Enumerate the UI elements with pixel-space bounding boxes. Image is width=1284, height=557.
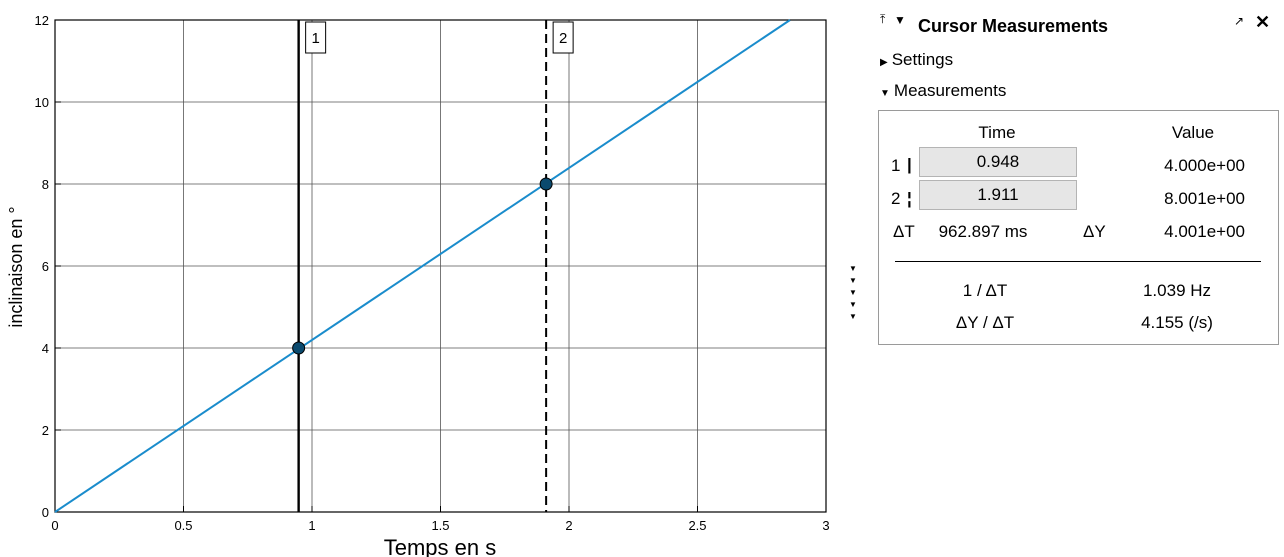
settings-label: Settings xyxy=(891,50,954,69)
undock-icon[interactable]: ↗ xyxy=(1234,14,1245,28)
x-axis-label: Temps en s xyxy=(384,535,497,557)
measurements-box: Time Value 1 | 0.948 4.000e+00 2 ¦ 1.911… xyxy=(878,110,1279,345)
cursor-2-time-field[interactable]: 1.911 xyxy=(919,180,1077,210)
inverse-delta-t-label: 1 / ΔT xyxy=(962,281,1008,300)
cursor-1-marker xyxy=(292,341,306,355)
delta-t-value: 962.897 ms xyxy=(938,222,1028,241)
y-tick-label: 6 xyxy=(42,259,49,274)
y-tick-label: 4 xyxy=(42,341,49,356)
measurements-section-toggle[interactable]: ▼ Measurements xyxy=(880,81,1006,101)
y-tick-label: 12 xyxy=(35,13,49,28)
x-tick-label: 1.5 xyxy=(431,518,449,533)
series-line xyxy=(54,19,791,513)
cursor-2-label: 2 xyxy=(559,30,567,47)
cursor-measurements-panel: ⤒ ▼ Cursor Measurements ↗ ✕ ▶ Settings ▼ M… xyxy=(874,4,1284,354)
delta-y-value: 4.001e+00 xyxy=(1164,222,1245,241)
settings-section-toggle[interactable]: ▶ Settings xyxy=(880,50,953,70)
value-column-header: Value xyxy=(1171,123,1215,142)
time-column-header: Time xyxy=(978,123,1016,142)
x-tick-label: 3 xyxy=(822,518,829,533)
measurements-label: Measurements xyxy=(893,81,1007,100)
dock-arrows-icon[interactable]: ▼ ▼ ▼ ▼ ▼ xyxy=(849,264,857,321)
separator xyxy=(895,261,1261,262)
inverse-delta-t-value: 1.039 Hz xyxy=(1142,281,1212,300)
y-tick-label: 0 xyxy=(42,505,49,520)
x-tick-label: 2 xyxy=(565,518,572,533)
cursor-1-time-field[interactable]: 0.948 xyxy=(919,147,1077,177)
cursor-1-solid-line-icon: | xyxy=(907,155,912,174)
cursor-1-label-box xyxy=(305,21,327,54)
collapse-icon[interactable]: ▼ xyxy=(894,13,906,27)
cursor-2-id: 2 xyxy=(891,189,901,208)
y-tick-label: 8 xyxy=(42,177,49,192)
cursor-1-id: 1 xyxy=(891,156,901,175)
y-axis-label: inclinaison en ° xyxy=(6,206,26,327)
panel-header: ⤒ ▼ Cursor Measurements ↗ ✕ xyxy=(874,10,1284,36)
collapse-triangle-icon: ▼ xyxy=(880,88,890,99)
data-series xyxy=(54,19,791,513)
plot-grid xyxy=(54,19,827,513)
cursor-1-value: 4.000e+00 xyxy=(1164,156,1245,175)
cursor-2-value: 8.001e+00 xyxy=(1164,189,1245,208)
cursor-2-marker xyxy=(539,177,553,191)
cursor-2-label-box xyxy=(552,21,574,54)
panel-title: Cursor Measurements xyxy=(918,16,1109,36)
cursor-2-dashed-line-icon: ¦ xyxy=(907,189,912,208)
expand-icon: ▶ xyxy=(880,57,888,68)
x-tick-label: 0 xyxy=(51,518,58,533)
x-tick-label: 2.5 xyxy=(688,518,706,533)
slope-value: 4.155 (/s) xyxy=(1141,313,1213,332)
slope-label: ΔY / ΔT xyxy=(955,313,1015,332)
x-tick-label: 1 xyxy=(308,518,315,533)
pin-icon[interactable]: ⤒ xyxy=(880,12,886,26)
y-tick-label: 10 xyxy=(35,95,49,110)
delta-y-label: ΔY xyxy=(1083,222,1106,241)
delta-t-label: ΔT xyxy=(893,222,915,241)
y-tick-label: 2 xyxy=(42,423,49,438)
x-tick-label: 0.5 xyxy=(174,518,192,533)
cursor-1-label: 1 xyxy=(311,30,319,47)
close-icon[interactable]: ✕ xyxy=(1255,12,1271,32)
